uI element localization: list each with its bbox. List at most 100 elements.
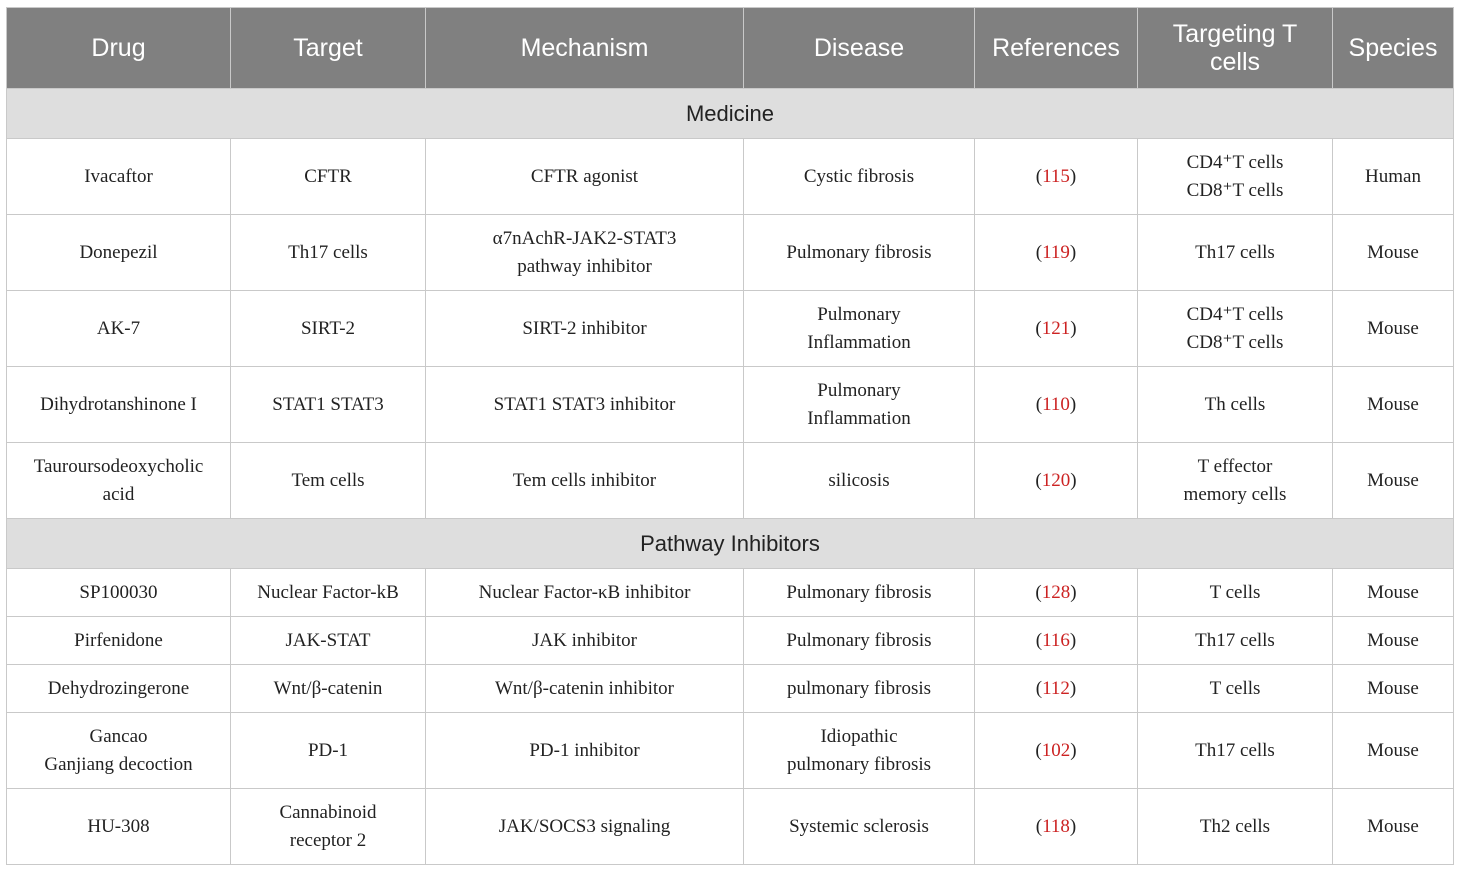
cell-line: STAT1 STAT3 inhibitor — [493, 393, 676, 415]
cell-line: JAK inhibitor — [531, 629, 638, 651]
cell-line: STAT1 STAT3 — [272, 393, 384, 415]
reference-link[interactable]: 120 — [1041, 469, 1071, 491]
cell-line: T cells — [1209, 677, 1261, 699]
target-cell: SIRT-2 — [230, 290, 426, 367]
cell-line: acid — [102, 483, 135, 505]
section-row: Pathway Inhibitors — [6, 518, 1454, 569]
cell-line: Tem cells inhibitor — [512, 469, 657, 491]
table-row: Dehydrozingerone Wnt/β-catenin Wnt/β-caten… — [6, 664, 1454, 713]
reference-cell: (120) — [974, 442, 1138, 519]
reference-link[interactable]: 128 — [1041, 581, 1071, 603]
drug-cell: Pirfenidone — [6, 616, 231, 665]
t-cells-cell: T cells — [1137, 568, 1333, 617]
cell-line: Ganjiang decoction — [44, 753, 193, 775]
cell-line: SIRT-2 inhibitor — [522, 317, 647, 339]
mechanism-cell: PD-1 inhibitor — [425, 712, 744, 789]
cell-line: Th17 cells — [1195, 739, 1275, 761]
drug-table: Drug Target Mechanism Disease References Targ… — [6, 7, 1454, 865]
reference-link[interactable]: 102 — [1041, 739, 1071, 761]
t-cells-cell: Th17 cells — [1137, 616, 1333, 665]
species-cell: Mouse — [1332, 290, 1454, 367]
cell-line: AK-7 — [96, 317, 141, 339]
reference-cell: (115) — [974, 138, 1138, 215]
mechanism-cell: Wnt/β-catenin inhibitor — [425, 664, 744, 713]
disease-cell: Pulmonary fibrosis — [743, 568, 975, 617]
mechanism-cell: CFTR agonist — [425, 138, 744, 215]
mechanism-cell: STAT1 STAT3 inhibitor — [425, 366, 744, 443]
cell-line: PD-1 inhibitor — [529, 739, 640, 761]
cell-line: Nuclear Factor-κB inhibitor — [478, 581, 691, 603]
table-row: Tauroursodeoxycholic acid Tem cells Tem cel… — [6, 442, 1454, 519]
species-cell: Mouse — [1332, 442, 1454, 519]
column-header-mechanism: Mechanism — [425, 7, 744, 89]
section-title: Pathway Inhibitors — [6, 518, 1454, 569]
reference-link[interactable]: 119 — [1042, 241, 1070, 263]
target-cell: Th17 cells — [230, 214, 426, 291]
cell-line: JAK-STAT — [285, 629, 371, 651]
table-row: Dihydrotanshinone I STAT1 STAT3 STAT1 STAT… — [6, 366, 1454, 443]
reference-cell: (102) — [974, 712, 1138, 789]
cell-line: Donepezil — [79, 241, 158, 263]
t-cells-cell: CD4⁺T cells CD8⁺T cells — [1137, 138, 1333, 215]
t-cells-cell: Th2 cells — [1137, 788, 1333, 865]
cell-line: Th17 cells — [1195, 241, 1275, 263]
column-header-species: Species — [1332, 7, 1454, 89]
table-row: AK-7 SIRT-2 SIRT-2 inhibitor Pulmonary Infla… — [6, 290, 1454, 367]
cell-line: CD8⁺T cells — [1186, 179, 1284, 201]
reference-link[interactable]: 121 — [1041, 317, 1071, 339]
cell-line: HU-308 — [87, 815, 150, 837]
column-header-disease: Disease — [743, 7, 975, 89]
disease-cell: Pulmonary fibrosis — [743, 214, 975, 291]
cell-line: Inflammation — [807, 407, 911, 429]
reference-link[interactable]: 116 — [1042, 629, 1070, 651]
cell-line: silicosis — [828, 469, 890, 491]
cell-line: Pirfenidone — [74, 629, 163, 651]
species-cell: Mouse — [1332, 664, 1454, 713]
reference-link[interactable]: 112 — [1042, 677, 1070, 699]
mechanism-cell: JAK/SOCS3 signaling — [425, 788, 744, 865]
mechanism-cell: Nuclear Factor-κB inhibitor — [425, 568, 744, 617]
reference-cell: (119) — [974, 214, 1138, 291]
cell-line: pulmonary fibrosis — [786, 677, 932, 699]
reference-cell: (110) — [974, 366, 1138, 443]
drug-cell: Ivacaftor — [6, 138, 231, 215]
reference-cell: (118) — [974, 788, 1138, 865]
cell-line: CFTR agonist — [530, 165, 639, 187]
reference-link[interactable]: 115 — [1042, 165, 1070, 187]
species-cell: Mouse — [1332, 616, 1454, 665]
table-row: Gancao Ganjiang decoction PD-1 PD-1 inhibit… — [6, 712, 1454, 789]
species-cell: Human — [1332, 138, 1454, 215]
cell-line: receptor 2 — [289, 829, 367, 851]
column-header-target: Target — [230, 7, 426, 89]
cell-line: memory cells — [1183, 483, 1287, 505]
species-cell: Mouse — [1332, 214, 1454, 291]
cell-line: Systemic sclerosis — [789, 815, 929, 837]
drug-cell: Tauroursodeoxycholic acid — [6, 442, 231, 519]
target-cell: Wnt/β-catenin — [230, 664, 426, 713]
cell-line: Pulmonary fibrosis — [786, 241, 932, 263]
target-cell: PD-1 — [230, 712, 426, 789]
cell-line: α7nAchR-JAK2-STAT3 — [492, 227, 677, 249]
column-header-drug: Drug — [6, 7, 231, 89]
cell-line: Pulmonary fibrosis — [786, 629, 932, 651]
section-title: Medicine — [6, 88, 1454, 139]
column-header-targeting-t-cells: Targeting T cells — [1137, 7, 1333, 89]
target-cell: Cannabinoid receptor 2 — [230, 788, 426, 865]
species-cell: Mouse — [1332, 712, 1454, 789]
section-row: Medicine — [6, 88, 1454, 139]
reference-link[interactable]: 110 — [1042, 393, 1070, 415]
cell-line: PD-1 — [307, 739, 349, 761]
reference-link[interactable]: 118 — [1042, 815, 1070, 837]
drug-cell: Dihydrotanshinone I — [6, 366, 231, 443]
cell-line: Dihydrotanshinone I — [40, 393, 197, 415]
t-cells-cell: Th17 cells — [1137, 214, 1333, 291]
disease-cell: Pulmonary Inflammation — [743, 366, 975, 443]
t-cells-cell: Th17 cells — [1137, 712, 1333, 789]
cell-line: Wnt/β-catenin inhibitor — [494, 677, 675, 699]
table-body: Medicine Ivacaftor CFTR CFTR agonist Cystic … — [6, 88, 1454, 865]
cell-line: Pulmonary — [817, 303, 901, 325]
cell-line: Cystic fibrosis — [803, 165, 915, 187]
table-row: SP100030 Nuclear Factor-kB Nuclear Factor-… — [6, 568, 1454, 617]
cell-line: Nuclear Factor-kB — [257, 581, 399, 603]
target-cell: JAK-STAT — [230, 616, 426, 665]
